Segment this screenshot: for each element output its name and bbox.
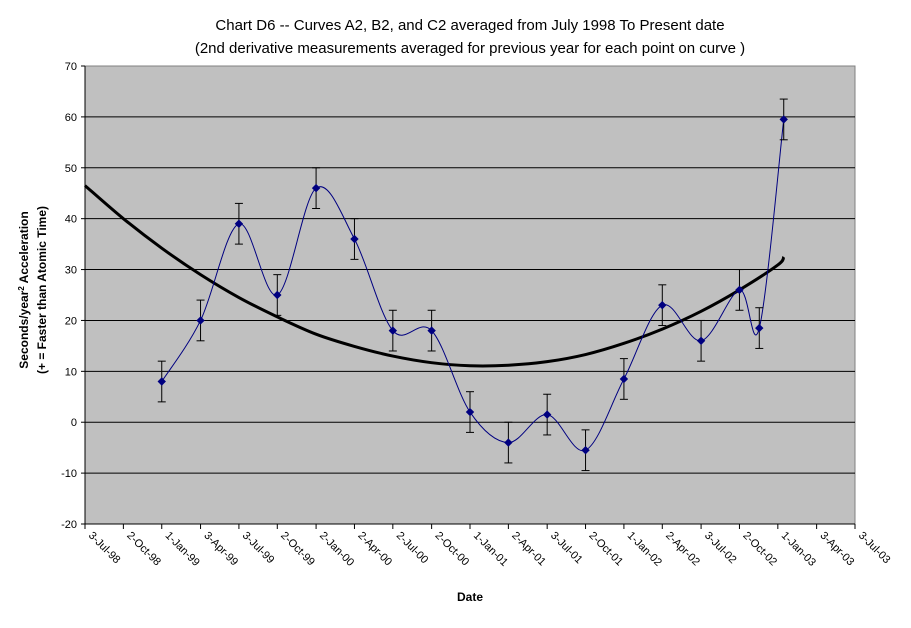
y-tick-label: 30 [65,265,77,277]
data-point [465,407,475,417]
data-point [779,115,788,124]
y-axis-title-line1: Seconds/year2 Acceleration [17,211,32,368]
data-point [388,326,398,335]
x-tick-label: 1-Jan-03 [779,530,818,569]
y-tick-label: 50 [65,163,77,175]
y-axis-title-sup: 2 [17,286,26,291]
data-point [542,410,552,419]
data-point [619,374,629,384]
x-tick-label: 2-Apr-02 [663,530,702,569]
chart-title: Chart D6 -- Curves A2, B2, and C2 averag… [215,17,724,34]
x-tick-label: 2-Oct-01 [586,530,625,569]
trendline [84,184,786,368]
y-tick-label: 0 [71,417,77,429]
data-point [504,438,513,447]
x-tick-label: 3-Jul-03 [856,530,893,567]
x-tick-label: 3-Apr-99 [201,530,240,569]
x-tick-label: 2-Oct-02 [740,530,779,569]
data-point [350,234,359,244]
data-point [311,183,321,193]
x-tick-label: 2-Jan-00 [317,530,356,569]
y-axis-title-line2: (+ = Faster than Atomic Time) [35,206,49,374]
data-point [696,336,706,346]
data-point [581,446,590,455]
x-tick-label: 3-Jul-01 [548,530,585,567]
series-layer [157,98,788,472]
x-tick-label: 1-Jan-02 [625,530,664,569]
y-axis-title-suffix: Acceleration [17,211,31,286]
data-point [273,290,282,300]
y-tick-label: -20 [61,519,77,531]
x-tick-label: 3-Jul-02 [702,530,739,567]
x-tick-label: 2-Oct-98 [124,530,163,569]
data-point [658,300,667,310]
data-point [755,323,764,333]
data-point [157,377,166,386]
y-tick-label: 60 [65,112,77,124]
data-series-line [161,119,785,452]
grid-layer [85,116,855,474]
y-tick-label: 20 [65,315,77,327]
data-point [735,285,744,295]
x-tick-label: 2-Apr-01 [509,530,548,569]
x-tick-label: 2-Oct-00 [433,530,472,569]
y-tick-label: -10 [61,468,77,480]
x-tick-label: 3-Jul-98 [86,530,123,567]
data-point [427,326,436,335]
x-tick-label: 2-Oct-99 [278,530,317,569]
y-axis-title-main: Seconds/year [17,290,31,368]
x-tick-label: 3-Jul-99 [240,530,277,567]
trend-layer [84,184,786,368]
plot-area [84,65,856,525]
x-tick-label: 2-Jul-00 [394,530,431,567]
y-tick-label: 70 [65,61,77,73]
data-point [196,316,205,325]
y-tick-label: 40 [65,214,77,226]
x-tick-label: 1-Jan-99 [163,530,202,569]
x-tick-label: 2-Apr-00 [355,530,394,569]
x-axis-title: Date [457,590,483,604]
x-tick-label: 1-Jan-01 [471,530,510,569]
chart-subtitle: (2nd derivative measurements averaged fo… [195,40,745,57]
data-point [234,219,244,228]
y-tick-label: 10 [65,366,77,378]
x-tick-label: 3-Apr-03 [818,530,857,569]
